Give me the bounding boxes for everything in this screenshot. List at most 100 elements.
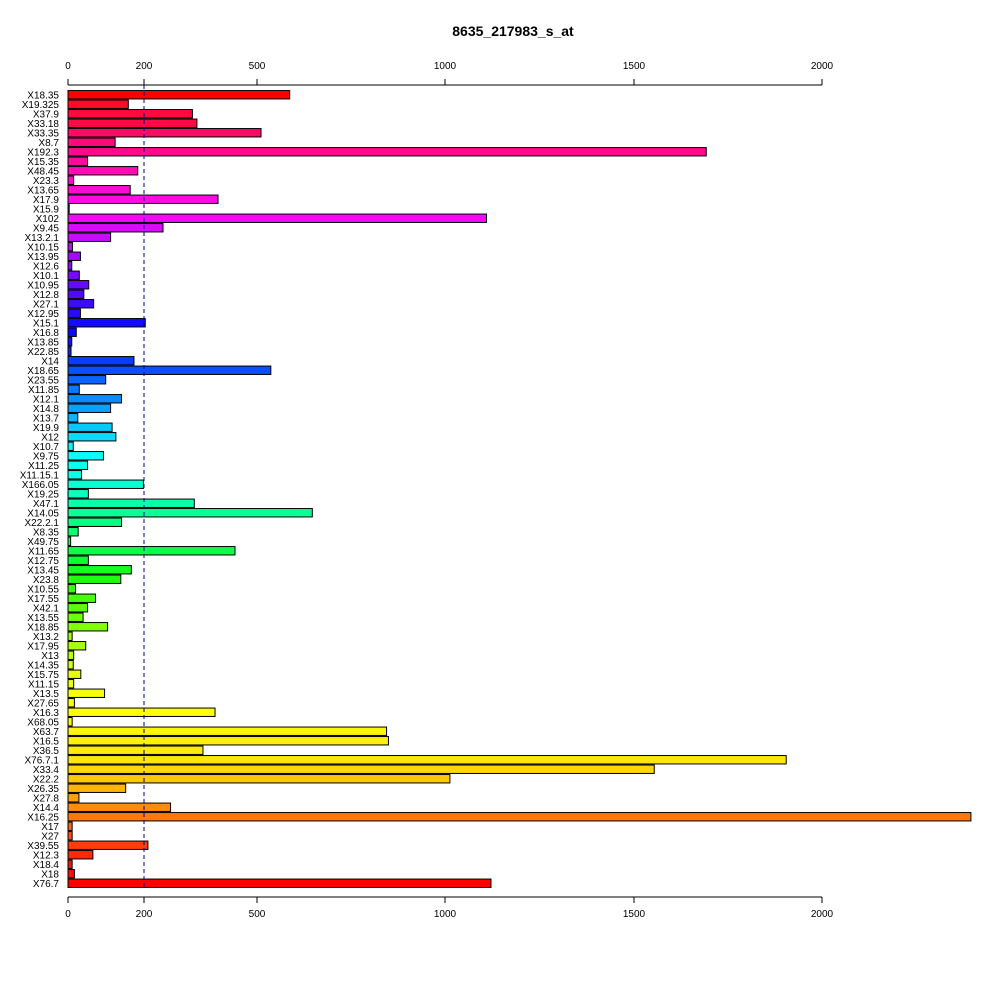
category-label: X11.65: [28, 546, 59, 557]
bar-X12.8: [67, 289, 85, 299]
category-label: X13.2.1: [25, 233, 60, 244]
category-label: X16.3: [33, 708, 60, 719]
tick-label: 1500: [623, 909, 646, 920]
category-label: X16.25: [27, 812, 59, 823]
bar-X48.45: [67, 166, 139, 176]
category-label: X11.25: [28, 461, 59, 472]
bar-X47.1: [67, 498, 195, 508]
category-label: X26.35: [27, 784, 59, 795]
top-x-axis: 0 200 500 1000 1500 2000: [65, 61, 834, 86]
category-label: X23.8: [33, 575, 60, 586]
category-label: X12.1: [33, 394, 60, 405]
category-label: X27.8: [33, 793, 60, 804]
bar-X17.55: [67, 593, 97, 603]
bar-X12.6: [67, 261, 73, 271]
category-label: X33.4: [33, 765, 60, 776]
category-label: X13.7: [33, 413, 60, 424]
bar-X68.05: [67, 717, 73, 727]
bar-X11.25: [67, 460, 89, 470]
category-label: X17.55: [27, 594, 59, 605]
bar-X17: [67, 821, 73, 831]
bar-X63.7: [67, 726, 388, 736]
chart-title: 8635_217983_s_at: [452, 23, 574, 39]
category-label: X11.15: [28, 679, 59, 690]
tick-label: 2000: [811, 61, 834, 72]
bar-X10.7: [67, 441, 74, 451]
bar-X8.35: [67, 527, 79, 537]
category-labels: X18.35X19.325X37.9X33.18X33.35X8.7X192.3…: [20, 90, 60, 890]
tick-label: 1000: [434, 61, 457, 72]
bar-X15.1: [67, 318, 146, 328]
category-label: X13.2: [33, 632, 60, 643]
bar-X22.2: [67, 774, 451, 784]
bar-X16.8: [67, 327, 77, 337]
category-label: X18.65: [27, 366, 59, 377]
bar-X12.75: [67, 555, 89, 565]
category-label: X14.05: [27, 508, 59, 519]
category-label: X9.75: [33, 451, 60, 462]
bar-X33.4: [67, 764, 655, 774]
bar-X14.4: [67, 802, 172, 812]
bar-X23.3: [67, 175, 75, 185]
bar-X10.95: [67, 280, 90, 290]
bar-X13.45: [67, 565, 132, 575]
category-label: X23.55: [27, 375, 59, 386]
category-label: X15.9: [33, 204, 60, 215]
category-label: X33.18: [27, 119, 59, 130]
bar-X26.35: [67, 783, 127, 793]
category-label: X19.325: [22, 100, 60, 111]
bar-X33.18: [67, 118, 198, 128]
bar-X27: [67, 831, 73, 841]
category-label: X166.05: [22, 480, 60, 491]
bar-X23.8: [67, 574, 122, 584]
bar-X166.05: [67, 479, 144, 489]
category-label: X68.05: [27, 717, 59, 728]
category-label: X16.8: [33, 328, 60, 339]
bar-X13: [67, 650, 75, 660]
category-label: X18: [41, 869, 59, 880]
bar-X42.1: [67, 603, 89, 613]
bars-group: [67, 90, 972, 888]
category-label: X33.35: [27, 128, 59, 139]
category-label: X10.15: [27, 242, 59, 253]
category-label: X63.7: [33, 727, 60, 738]
category-label: X22.2.1: [25, 518, 60, 529]
bar-X192.3: [67, 147, 707, 157]
bar-X19.25: [67, 489, 89, 499]
category-label: X76.7.1: [25, 755, 60, 766]
category-label: X10.55: [27, 584, 59, 595]
category-label: X12: [41, 432, 59, 443]
bar-X39.55: [67, 840, 149, 850]
bar-X15.75: [67, 669, 82, 679]
category-label: X8.35: [33, 527, 60, 538]
category-label: X11.15.1: [20, 470, 60, 481]
bar-X10.55: [67, 584, 77, 594]
category-label: X18.35: [27, 90, 59, 101]
bar-X10.1: [67, 270, 80, 280]
bar-X16.5: [67, 736, 389, 746]
bar-X13.55: [67, 612, 84, 622]
category-label: X27.1: [33, 299, 60, 310]
category-label: X39.55: [27, 841, 59, 852]
bar-X16.25: [67, 812, 972, 822]
bar-X12.1: [67, 394, 123, 404]
category-label: X36.5: [33, 746, 60, 757]
bar-X23.55: [67, 375, 107, 385]
bar-X27.65: [67, 698, 75, 708]
bar-X76.7: [67, 878, 492, 888]
category-label: X49.75: [27, 537, 59, 548]
bar-X13.2: [67, 631, 73, 641]
bar-X14.35: [67, 660, 74, 670]
category-label: X22.85: [27, 347, 59, 358]
tick-label: 0: [65, 61, 71, 72]
category-label: X17: [41, 822, 59, 833]
category-label: X11.85: [28, 385, 59, 396]
bar-X19.325: [67, 99, 129, 109]
bar-X14.8: [67, 403, 112, 413]
bottom-x-axis: 0 200 500 1000 1500 2000: [65, 896, 834, 920]
tick-label: 200: [136, 61, 153, 72]
category-label: X17.95: [27, 641, 59, 652]
tick-label: 500: [249, 61, 266, 72]
category-label: X76.7: [33, 879, 60, 890]
